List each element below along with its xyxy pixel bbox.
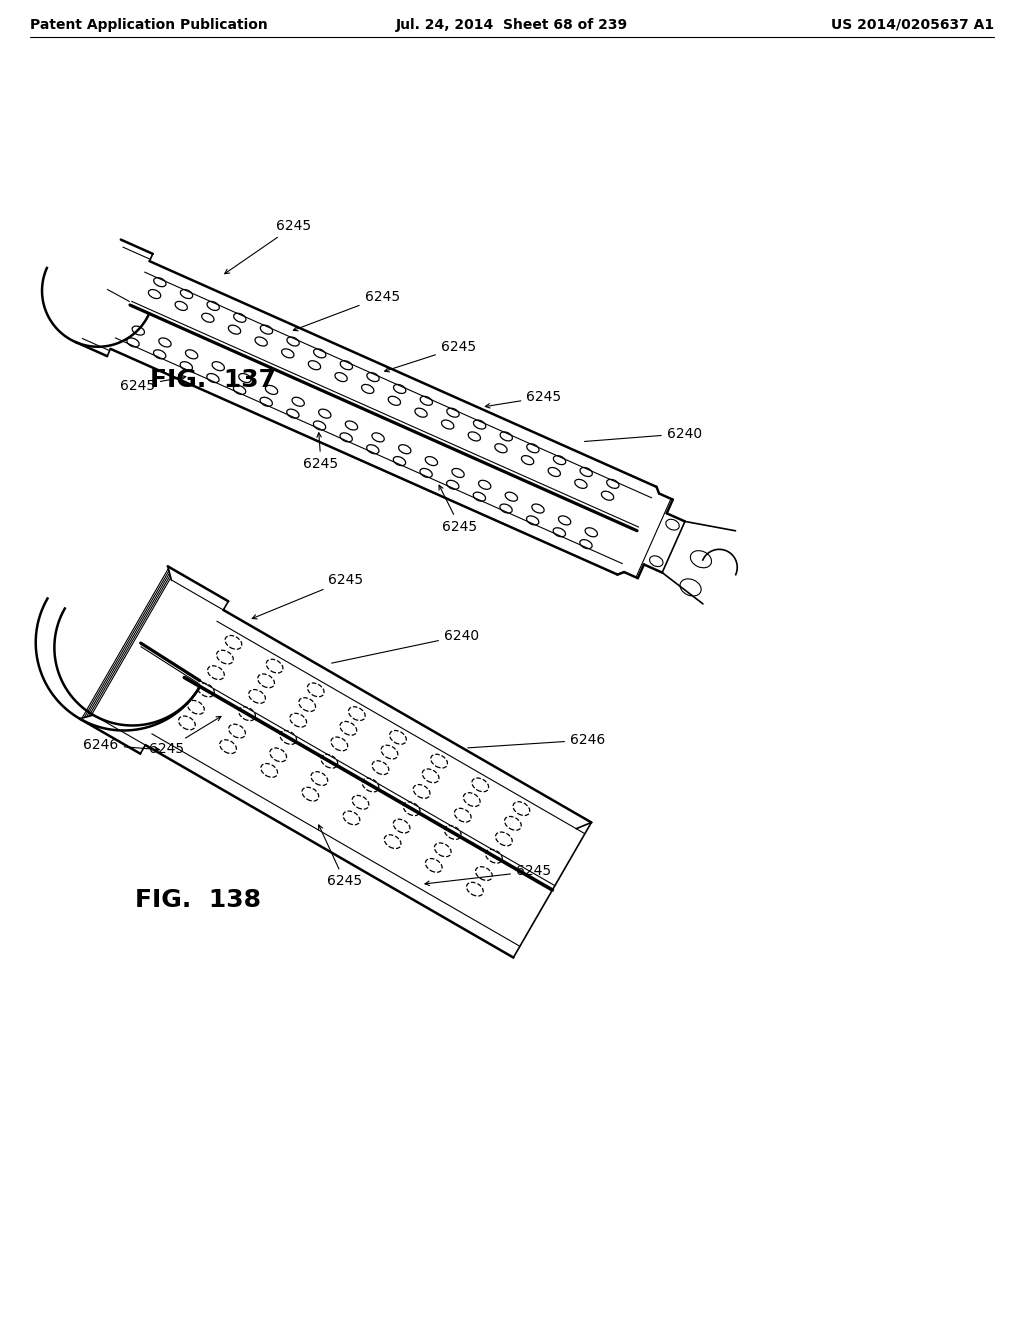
Text: 6240: 6240 — [585, 426, 701, 441]
Text: Jul. 24, 2014  Sheet 68 of 239: Jul. 24, 2014 Sheet 68 of 239 — [396, 18, 628, 32]
Text: 6246: 6246 — [468, 733, 605, 748]
Text: Patent Application Publication: Patent Application Publication — [30, 18, 267, 32]
Text: 6240: 6240 — [332, 628, 479, 663]
Text: FIG.  137: FIG. 137 — [150, 368, 276, 392]
Text: 6245: 6245 — [120, 375, 185, 393]
Text: 6245: 6245 — [150, 717, 221, 756]
Text: 6245: 6245 — [318, 825, 362, 888]
Text: 6245: 6245 — [385, 341, 476, 372]
Text: 6246: 6246 — [84, 738, 160, 752]
Text: 6245: 6245 — [293, 289, 399, 331]
Text: 6245: 6245 — [303, 433, 339, 471]
Text: 6245: 6245 — [485, 391, 561, 408]
Text: US 2014/0205637 A1: US 2014/0205637 A1 — [830, 18, 994, 32]
Text: FIG.  138: FIG. 138 — [135, 888, 261, 912]
Text: 6245: 6245 — [439, 486, 477, 533]
Text: 6245: 6245 — [252, 573, 364, 619]
Text: 6245: 6245 — [425, 865, 551, 886]
Text: 6245: 6245 — [224, 219, 311, 273]
